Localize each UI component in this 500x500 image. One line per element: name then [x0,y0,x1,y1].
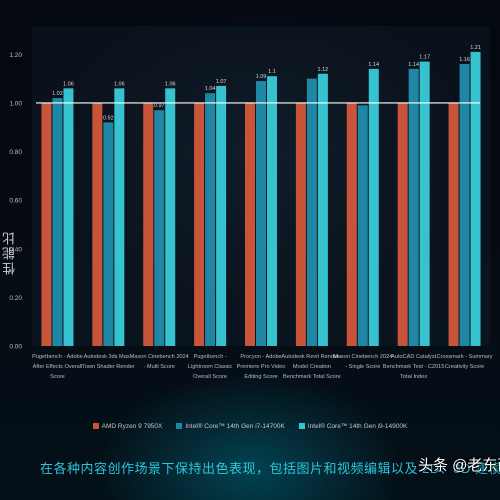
category-label: Editing Score [244,374,277,380]
bar-1-7 [408,68,419,347]
category-label: - Single Score [345,364,380,370]
data-label: 1.16 [459,57,470,63]
watermark: 头条 @老东西 [418,457,500,474]
category-label: Procyon - Adobe [240,354,281,360]
category-label: After Effects Overall [33,364,83,370]
legend: AMD Ryzen 9 7950X Intel® Core™ 14th Gen … [0,418,500,434]
data-label: 1.06 [165,81,176,87]
data-label: 1.06 [114,81,125,87]
bar-1-6 [357,105,368,346]
bar-2-6 [368,68,379,347]
bar-1-1 [103,122,114,346]
y-tick-label: 0.40 [9,246,22,253]
bar-2-7 [419,61,430,346]
caption: 在各种内容创作场景下保持出色表现，包括图片和视频编辑以及 2D、3D 建模 [40,461,500,476]
bar-1-8 [459,64,470,347]
category-label: Overall Score [193,374,227,380]
y-tick-label: 0.60 [9,198,22,205]
category-label: Premiere Pro Video [237,364,286,370]
bar-0-2 [143,102,154,346]
category-label: Lightroom Classic [188,364,233,370]
data-label: 1.17 [419,55,430,61]
category-label: Score [50,374,65,380]
data-label: 1.12 [318,67,329,73]
data-label: 1.02 [52,91,63,97]
category-label: Pugetbench - Adobe [32,354,83,360]
bar-0-7 [397,102,408,346]
category-label: Benchmark Test - C2015 [383,364,444,370]
bar-1-2 [154,110,165,346]
data-label: 0.92 [103,115,114,121]
category-label: Maxon Cinebench 2024 [130,354,189,360]
data-label: 1.07 [216,79,227,85]
data-label: 1.04 [205,86,216,92]
bar-0-1 [92,102,103,346]
bar-0-0 [41,102,52,346]
bar-0-6 [346,102,357,346]
bar-1-0 [52,98,63,346]
data-label: 1.14 [368,62,379,68]
category-label: Maxon Cinebench 2024 [333,354,392,360]
bar-2-1 [114,88,125,346]
bar-0-4 [245,102,255,346]
category-label: Crossmark - Summary [437,354,493,360]
y-tick-label: 1.20 [9,52,22,59]
bar-1-4 [256,81,266,347]
category-label: Autodesk 3ds Max - [84,354,134,360]
category-label: Creativity Score [445,364,484,370]
bar-1-5 [306,78,317,346]
legend-label-i9: Intel® Core™ 14th Gen i9-14900K [307,422,408,430]
data-label: 1.1 [268,69,276,75]
legend-item-i7: Intel® Core™ 14th Gen i7-14700K [176,422,285,430]
bar-1-3 [205,93,216,346]
legend-item-i9: Intel® Core™ 14th Gen i9-14900K [298,422,408,430]
bar-0-3 [194,102,205,346]
legend-swatch-i9 [298,423,305,429]
y-tick-label: 1.00 [9,100,22,107]
data-label: 1.09 [256,74,267,80]
legend-label-i7: Intel® Core™ 14th Gen i7-14700K [185,422,285,430]
category-label: Model Creation [293,364,331,370]
bar-2-4 [267,76,277,346]
category-label: Town Shader Render [82,364,135,370]
y-tick-label: 0.80 [9,149,22,156]
data-label: 1.06 [63,81,74,87]
data-label: 0.97 [154,103,165,109]
bar-0-5 [295,102,306,346]
bar-0-8 [448,102,459,346]
y-tick-label: 0.20 [9,295,22,302]
category-label: AutoCAD Catalyst [391,354,437,360]
legend-swatch-i7 [176,423,183,429]
bar-2-0 [63,88,74,346]
legend-swatch-amd [92,423,99,429]
data-label: 1.21 [470,45,481,51]
category-label: Autodesk Revit Render - [281,354,342,360]
bar-2-3 [216,85,227,347]
bar-2-8 [470,51,481,346]
bar-2-2 [165,88,176,346]
y-tick-label: 0.00 [9,344,22,351]
legend-item-amd: AMD Ryzen 9 7950X [92,422,163,430]
y-axis-title: 性能比 [2,230,17,275]
legend-label-amd: AMD Ryzen 9 7950X [101,422,163,430]
category-label: Total Index [400,374,427,380]
bar-2-5 [317,73,328,346]
data-label: 1.14 [408,62,419,68]
category-label: - Multi Score [144,364,175,370]
category-label: Pugetbench - [193,354,226,360]
category-label: Benchmark Total Score [283,374,341,380]
